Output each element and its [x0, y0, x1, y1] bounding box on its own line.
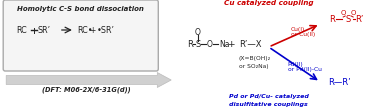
Text: R: R	[329, 14, 335, 24]
Text: Pd or Pd/Cu- catalyzed: Pd or Pd/Cu- catalyzed	[229, 94, 308, 99]
Text: (DFT: M06-2X/6-31G(d)): (DFT: M06-2X/6-31G(d))	[42, 86, 131, 93]
Text: or SO₂Na): or SO₂Na)	[239, 64, 268, 69]
Text: +: +	[90, 26, 96, 34]
Text: Cu catalyzed coupling: Cu catalyzed coupling	[224, 0, 313, 6]
Text: O: O	[341, 10, 346, 16]
Text: Na: Na	[219, 40, 229, 48]
Text: RC: RC	[16, 26, 27, 34]
Text: R’: R’	[355, 14, 364, 24]
Text: O: O	[207, 40, 213, 48]
Text: S: S	[345, 14, 351, 24]
Text: R: R	[187, 40, 193, 48]
Text: R’—X: R’—X	[239, 40, 261, 48]
Text: or Cu(II): or Cu(II)	[291, 31, 315, 37]
Text: •SR’: •SR’	[97, 26, 115, 34]
Text: or Pd(II)-Cu: or Pd(II)-Cu	[288, 67, 321, 71]
Text: R—R’: R—R’	[328, 78, 351, 86]
Text: SR’: SR’	[37, 26, 50, 34]
Text: Homolytic C-S bond dissociation: Homolytic C-S bond dissociation	[17, 6, 144, 12]
Polygon shape	[6, 72, 171, 87]
Text: O: O	[350, 10, 356, 16]
Text: RC•: RC•	[77, 26, 92, 34]
Text: Cu(I): Cu(I)	[291, 27, 305, 31]
Text: +: +	[227, 40, 235, 48]
Text: O: O	[195, 28, 201, 37]
Text: (X=B(OH)₂: (X=B(OH)₂	[239, 56, 271, 60]
Text: S: S	[195, 40, 201, 48]
FancyBboxPatch shape	[3, 0, 158, 71]
Text: Pd(II): Pd(II)	[288, 61, 303, 67]
Text: disulfitative couplings: disulfitative couplings	[229, 102, 308, 107]
